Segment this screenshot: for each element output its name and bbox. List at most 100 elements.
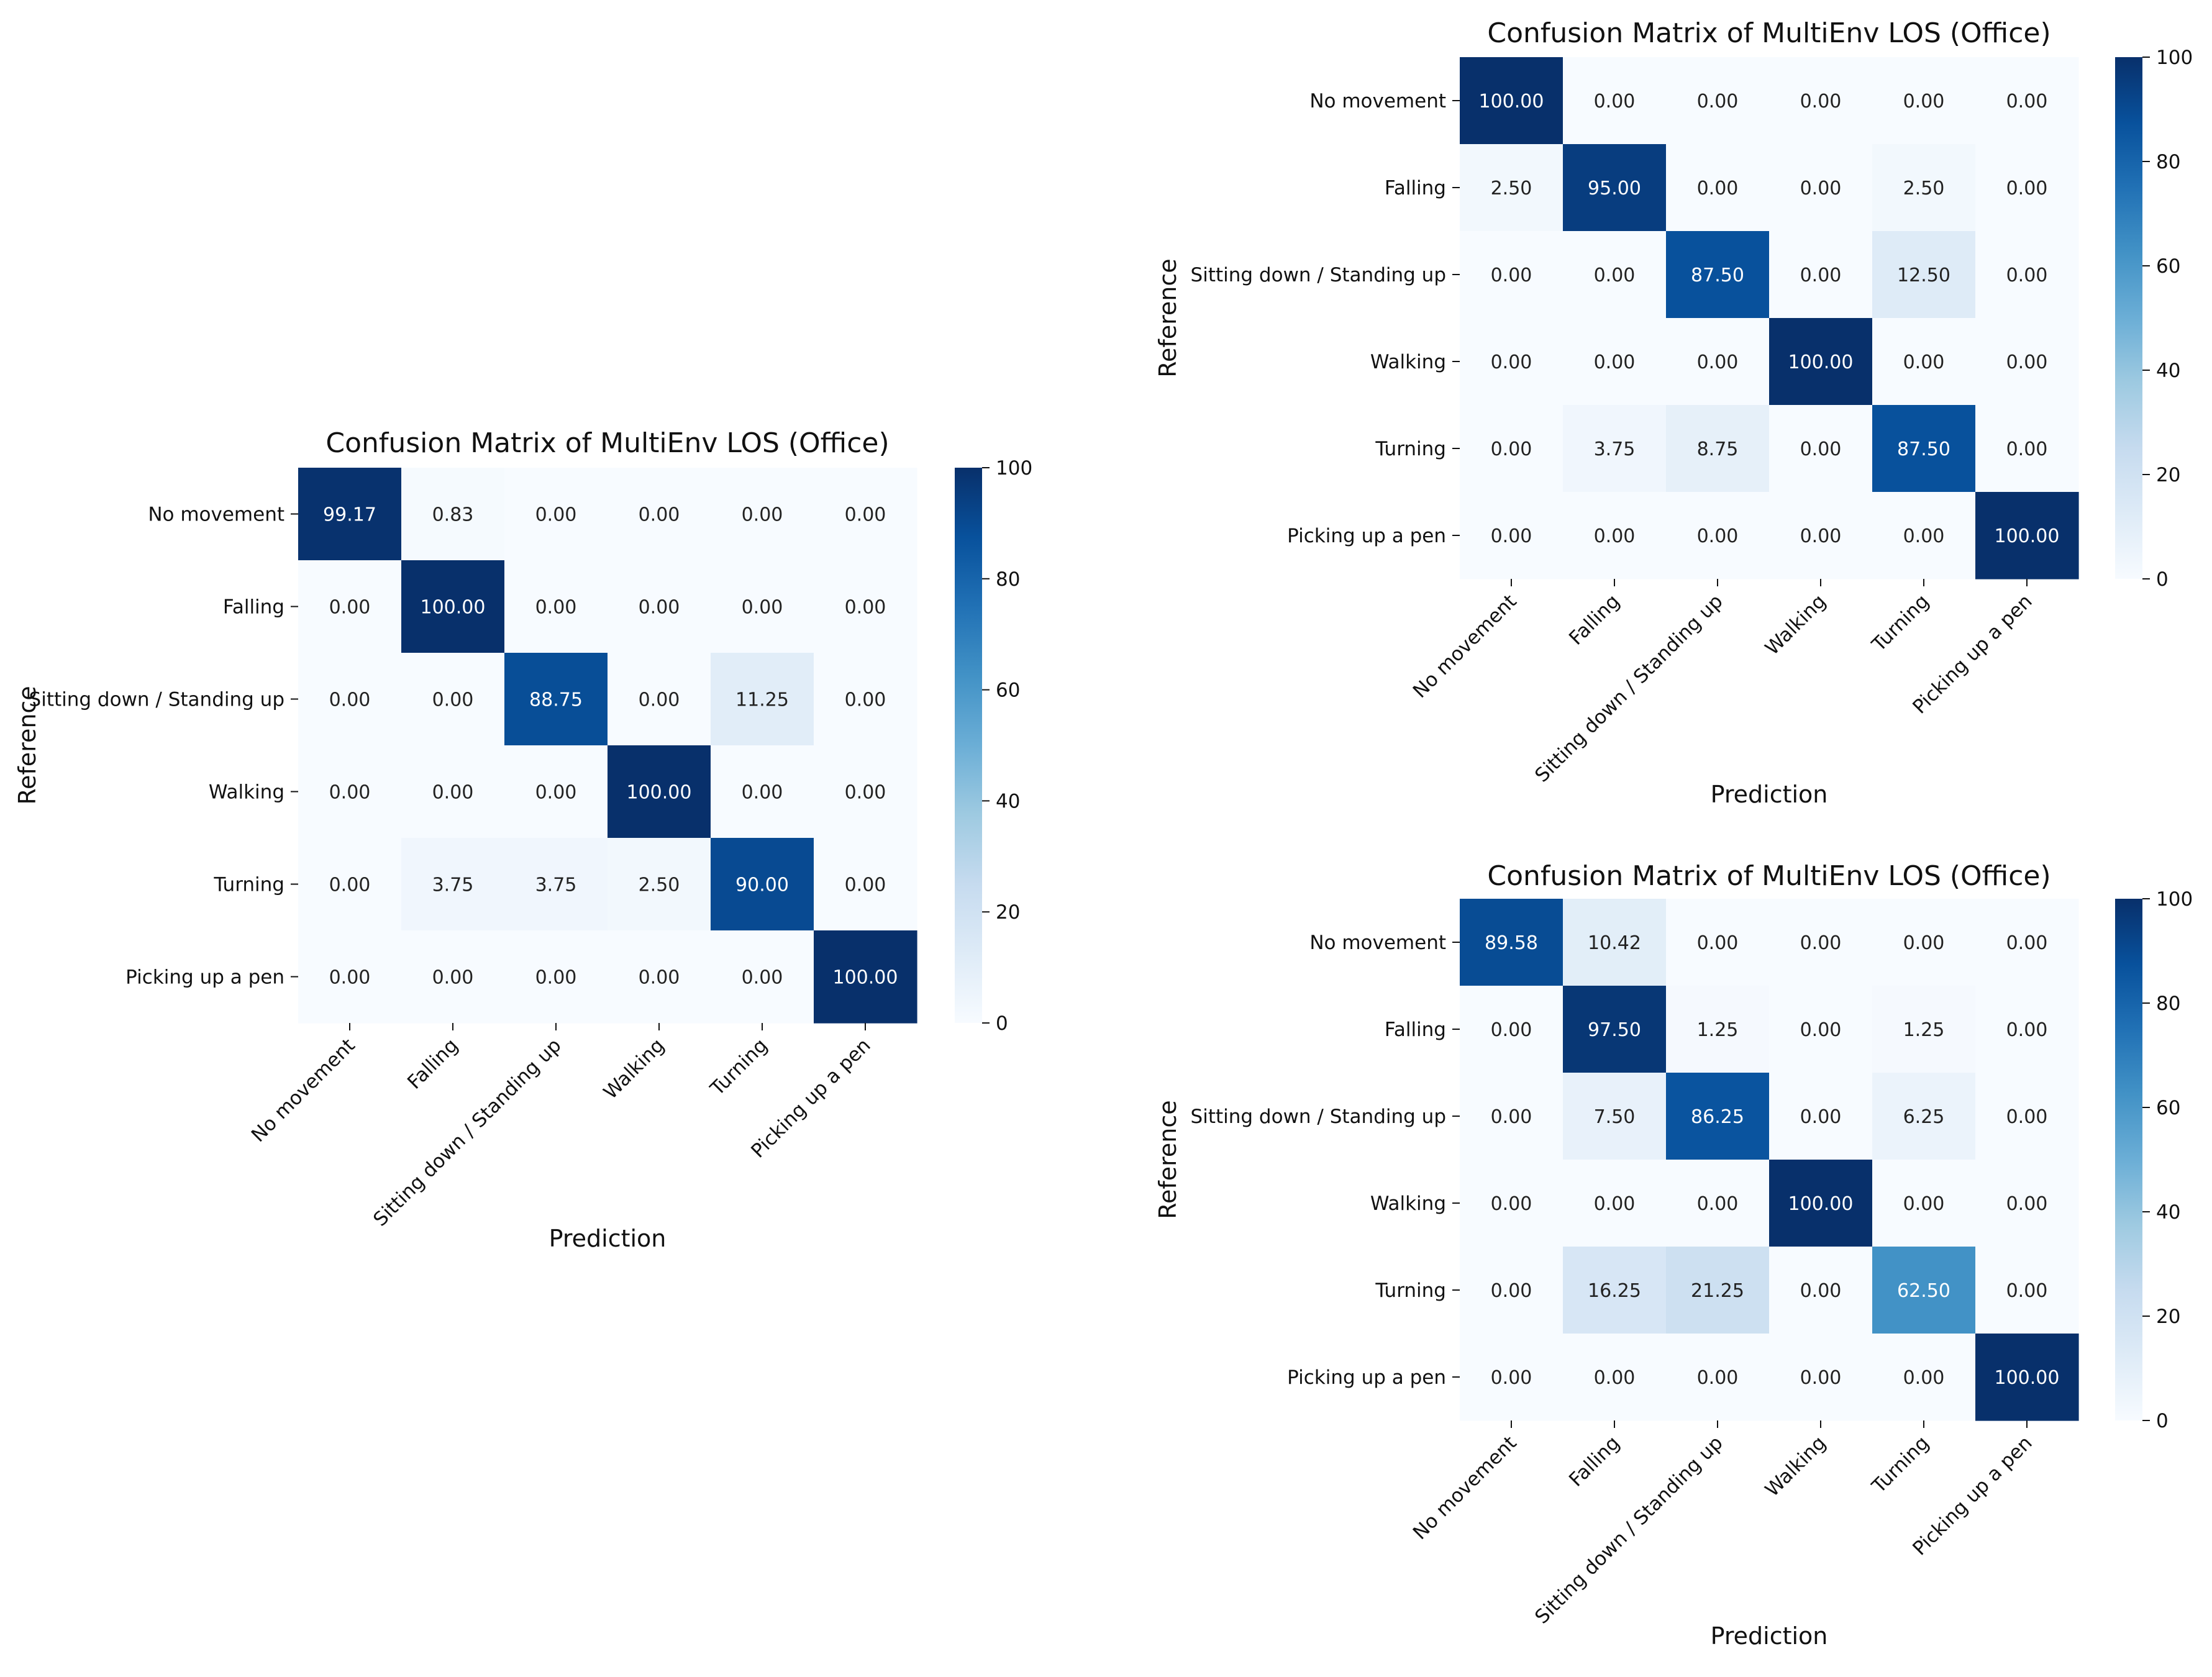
cell-value-label: 0.00 [1491,525,1532,547]
heatmap-cell [401,560,505,653]
heatmap-cell [1872,57,1976,145]
cell-value-label: 100.00 [1995,1367,2060,1389]
cell-value-label: 0.00 [535,597,577,619]
heatmap-cell [1563,492,1667,579]
colorbar-tick-label: 0 [2156,568,2169,591]
cell-value-label: 8.75 [1697,439,1739,460]
cell-value-label: 0.00 [1491,1367,1532,1389]
cell-value-label: 0.00 [1800,91,1842,112]
cell-value-label: 0.00 [845,504,886,526]
cell-value-label: 0.00 [2006,178,2048,199]
cell-value-label: 0.00 [329,782,371,804]
heatmap-cell [298,838,402,931]
cell-value-label: 0.00 [1903,932,1945,954]
colorbar-tick-label: 40 [2156,360,2180,382]
cell-value-label: 0.00 [639,504,680,526]
y-tick-label-walking: Walking [1370,1193,1446,1215]
cell-value-label: 0.00 [1491,1280,1532,1302]
cell-value-label: 0.00 [535,782,577,804]
y-tick-label-walking: Walking [209,781,284,804]
colorbar-tick-label: 100 [2156,888,2193,911]
cell-value-label: 0.00 [1800,1280,1842,1302]
heatmap-cell [1975,1160,2079,1247]
cell-value-label: 0.00 [1697,1193,1739,1215]
heatmap-cell [504,560,608,653]
y-tick-label-sitting-down-standing-up: Sitting down / Standing up [1191,1106,1446,1128]
heatmap-cell [1872,899,1976,986]
cell-value-label: 3.75 [432,875,474,896]
cell-value-label: 3.75 [1594,439,1636,460]
heatmap-cell [1563,1247,1667,1334]
y-tick-label-no-movement: No movement [1309,932,1446,954]
colorbar-tick-label: 40 [996,790,1020,812]
cell-value-label: 0.00 [1697,352,1739,373]
cell-value-label: 21.25 [1691,1280,1744,1302]
colorbar-tick-label: 20 [996,901,1020,924]
cell-value-label: 87.50 [1897,439,1950,460]
cell-value-label: 86.25 [1691,1106,1744,1128]
colorbar-tick-label: 20 [2156,1306,2180,1328]
x-axis-label: Prediction [549,1225,667,1252]
x-tick-label-walking: Walking [1761,590,1831,660]
heatmap-cell [1666,1247,1770,1334]
cell-value-label: 2.50 [1491,178,1532,199]
heatmap-cell [298,653,402,746]
cell-value-label: 3.75 [535,875,577,896]
x-tick-label-falling: Falling [1565,1432,1624,1491]
cell-value-label: 0.00 [1800,265,1842,286]
cell-value-label: 0.00 [2006,1280,2048,1302]
cell-value-label: 90.00 [735,875,789,896]
heatmap-cell [1975,1073,2079,1160]
heatmap-cell [814,560,917,653]
heatmap-cell [1460,318,1563,406]
cell-value-label: 0.00 [1594,265,1636,286]
heatmap-cell [1666,144,1770,232]
heatmap-cell [1872,986,1976,1073]
heatmap-cell [1460,1247,1563,1334]
heatmap-cell [401,745,505,838]
y-axis-label: Reference [1154,1100,1181,1219]
heatmap-cell [504,930,608,1024]
heatmap-cell [1975,1247,2079,1334]
cell-value-label: 62.50 [1897,1280,1950,1302]
heatmap-cell [1769,1247,1873,1334]
cell-value-label: 0.00 [1697,525,1739,547]
heatmap-cell [1666,231,1770,319]
heatmap-cell [1872,1334,1976,1421]
heatmap-cell [401,468,505,561]
y-tick-label-picking-up-a-pen: Picking up a pen [1287,525,1446,547]
heatmap-cell [298,560,402,653]
cell-value-label: 0.00 [1697,178,1739,199]
y-tick-label-picking-up-a-pen: Picking up a pen [125,966,284,989]
colorbar-tick-label: 20 [2156,464,2180,486]
cell-value-label: 0.00 [1594,91,1636,112]
colorbar-tick-label: 60 [996,679,1020,702]
cell-value-label: 100.00 [421,597,486,619]
cell-value-label: 0.00 [639,689,680,711]
heatmap-cell [1563,986,1667,1073]
cell-value-label: 0.00 [2006,439,2048,460]
cell-value-label: 0.00 [742,967,783,989]
cell-value-label: 97.50 [1588,1019,1641,1041]
cell-value-label: 11.25 [735,689,789,711]
heatmap-cell [1769,231,1873,319]
heatmap-cell [1975,144,2079,232]
cell-value-label: 0.00 [1697,932,1739,954]
heatmap-cell [814,930,917,1024]
y-tick-label-walking: Walking [1370,351,1446,373]
heatmap-cell [711,745,814,838]
heatmap-cell [814,653,917,746]
cell-value-label: 88.75 [529,689,583,711]
y-tick-label-sitting-down-standing-up: Sitting down / Standing up [29,689,284,711]
heatmap-cell [711,560,814,653]
cell-value-label: 0.00 [329,875,371,896]
heatmap-cell [1769,492,1873,579]
heatmap-cell [1872,405,1976,493]
cell-value-label: 0.00 [2006,1193,2048,1215]
cell-value-label: 0.00 [432,689,474,711]
heatmap-cell [504,745,608,838]
cell-value-label: 0.00 [1491,265,1532,286]
heatmap-cell [608,468,711,561]
heatmap-cell [1460,986,1563,1073]
cell-value-label: 0.00 [639,597,680,619]
